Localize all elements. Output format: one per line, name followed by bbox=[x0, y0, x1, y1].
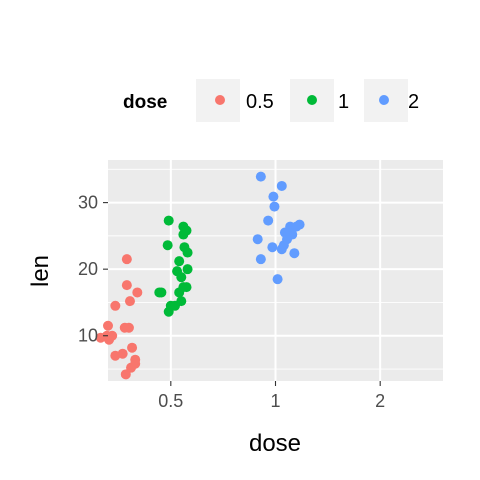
legend-label: 0.5 bbox=[246, 91, 274, 113]
data-point bbox=[117, 348, 128, 359]
data-point bbox=[289, 248, 300, 259]
data-point bbox=[178, 282, 189, 293]
data-point bbox=[121, 254, 132, 265]
data-point bbox=[163, 215, 174, 226]
data-point bbox=[267, 242, 278, 253]
data-point bbox=[103, 320, 113, 331]
y-tick-label: 20 bbox=[78, 259, 98, 279]
data-point bbox=[130, 354, 141, 365]
legend-key bbox=[379, 95, 389, 105]
legend-label: 1 bbox=[338, 91, 349, 113]
x-axis-title: dose bbox=[249, 430, 301, 457]
legend-label: 2 bbox=[408, 91, 419, 113]
data-point bbox=[162, 240, 173, 251]
data-point bbox=[269, 201, 280, 212]
y-axis: 10 20 30 bbox=[78, 193, 108, 346]
data-point bbox=[123, 322, 134, 333]
data-point bbox=[268, 191, 279, 202]
legend-title: dose bbox=[123, 92, 167, 113]
data-point bbox=[178, 221, 189, 232]
x-tick-label: 1 bbox=[270, 391, 280, 411]
y-tick-label: 30 bbox=[78, 193, 98, 213]
data-point bbox=[124, 296, 135, 307]
x-tick-label: 0.5 bbox=[158, 391, 183, 411]
legend-key bbox=[215, 95, 225, 105]
data-point bbox=[154, 287, 165, 298]
data-point bbox=[255, 171, 266, 182]
legend-key bbox=[307, 95, 317, 105]
data-point bbox=[121, 280, 132, 291]
data-point bbox=[272, 274, 283, 285]
data-point bbox=[176, 296, 187, 307]
data-point bbox=[110, 300, 121, 311]
data-point bbox=[276, 180, 287, 191]
x-axis: 0.5 1 2 bbox=[158, 381, 385, 411]
data-point bbox=[255, 254, 266, 265]
x-tick-label: 2 bbox=[375, 391, 385, 411]
data-point bbox=[182, 264, 193, 275]
y-axis-title: len bbox=[27, 255, 54, 287]
y-tick-label: 10 bbox=[78, 326, 98, 346]
data-point bbox=[291, 221, 302, 232]
legend: dose 0.5 1 2 bbox=[123, 79, 419, 122]
data-point bbox=[252, 234, 263, 245]
data-point bbox=[172, 266, 183, 277]
data-point bbox=[263, 215, 274, 226]
data-point bbox=[132, 287, 143, 298]
data-point bbox=[174, 256, 185, 267]
data-point bbox=[127, 342, 138, 353]
data-point bbox=[179, 242, 190, 253]
